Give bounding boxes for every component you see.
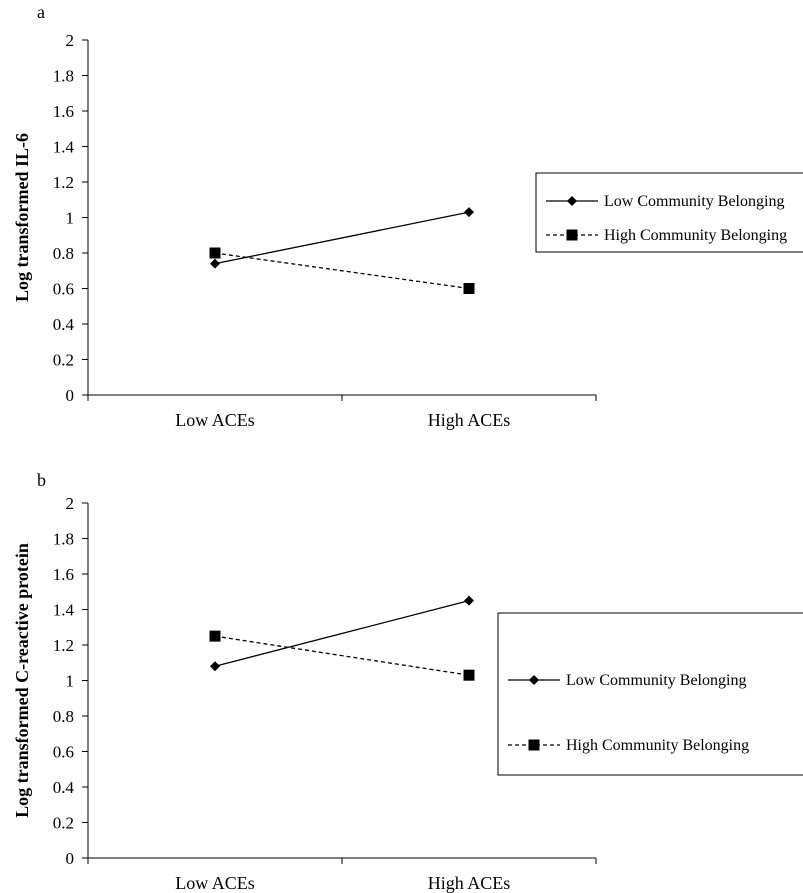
data-point bbox=[463, 283, 475, 294]
chart-panel-b: b 0 0.2 0.4 0.6 0.8 1 1.2 1.4 1.6 1.8 2 Low ACEs High… bbox=[12, 470, 803, 893]
series-0 bbox=[210, 207, 474, 269]
y-tick-label: 1.2 bbox=[53, 636, 74, 655]
legend-marker bbox=[529, 675, 539, 685]
data-point bbox=[210, 258, 220, 269]
y-tick-label: 0.8 bbox=[53, 244, 74, 263]
series-line bbox=[214, 211, 470, 265]
y-tick-label: 0 bbox=[66, 849, 75, 868]
y-tick-label: 1.4 bbox=[53, 138, 75, 157]
legend-marker bbox=[567, 196, 577, 206]
y-tick-label: 1.6 bbox=[53, 102, 74, 121]
y-tick-label: 1.8 bbox=[53, 530, 74, 549]
x-tick-label: High ACEs bbox=[428, 410, 511, 430]
y-tick-label: 1.4 bbox=[53, 601, 75, 620]
data-point bbox=[464, 207, 474, 218]
series-1 bbox=[209, 247, 475, 294]
x-tick-label: Low ACEs bbox=[175, 873, 255, 893]
legend-label: High Community Belonging bbox=[604, 227, 787, 244]
y-tick-label: 0.8 bbox=[53, 707, 74, 726]
y-tick-label: 2 bbox=[66, 494, 75, 513]
y-tick-label: 0 bbox=[66, 386, 75, 405]
legend: Low Community Belonging High Community Be… bbox=[535, 172, 803, 253]
legend-box bbox=[535, 172, 803, 253]
y-tick-label: 1 bbox=[66, 209, 75, 228]
y-tick-label: 0.2 bbox=[53, 351, 74, 370]
y-tick-label: 0.4 bbox=[53, 778, 75, 797]
y-tick-label: 0.6 bbox=[53, 280, 74, 299]
panel-label: a bbox=[37, 2, 45, 22]
legend: Low Community Belonging High Community Be… bbox=[497, 612, 803, 776]
data-point bbox=[210, 661, 220, 672]
y-tick-label: 0.2 bbox=[53, 814, 74, 833]
y-axis-label: Log transformed IL-6 bbox=[12, 133, 32, 302]
y-tick-label: 0.6 bbox=[53, 743, 74, 762]
series-line bbox=[214, 635, 470, 676]
x-tick-label: Low ACEs bbox=[175, 410, 255, 430]
legend-marker bbox=[528, 739, 540, 751]
series-line bbox=[214, 252, 470, 290]
legend-label: Low Community Belonging bbox=[604, 193, 784, 210]
series-1 bbox=[209, 630, 475, 681]
y-tick-label: 1.8 bbox=[53, 67, 74, 86]
legend-label: Low Community Belonging bbox=[566, 672, 746, 689]
legend-label: High Community Belonging bbox=[566, 737, 749, 754]
series-line bbox=[214, 599, 470, 667]
data-point bbox=[464, 595, 474, 606]
data-point bbox=[463, 669, 475, 681]
x-tick-label: High ACEs bbox=[428, 873, 511, 893]
y-tick-label: 1.2 bbox=[53, 173, 74, 192]
data-point bbox=[209, 247, 221, 259]
series-0 bbox=[210, 595, 474, 672]
data-point bbox=[209, 630, 221, 642]
y-tick-label: 1 bbox=[66, 672, 75, 691]
y-axis-label: Log transformed C-reactive protein bbox=[12, 543, 32, 818]
chart-panel-a: a 0 0.2 0.4 0.6 0.8 1 1.2 1.4 1.6 1.8 2 Low ACEs High… bbox=[12, 2, 803, 430]
panel-label: b bbox=[37, 470, 46, 490]
y-tick-label: 0.4 bbox=[53, 315, 75, 334]
y-tick-label: 2 bbox=[66, 31, 75, 50]
y-tick-label: 1.6 bbox=[53, 565, 74, 584]
legend-marker bbox=[566, 229, 578, 241]
legend-box bbox=[497, 612, 803, 776]
